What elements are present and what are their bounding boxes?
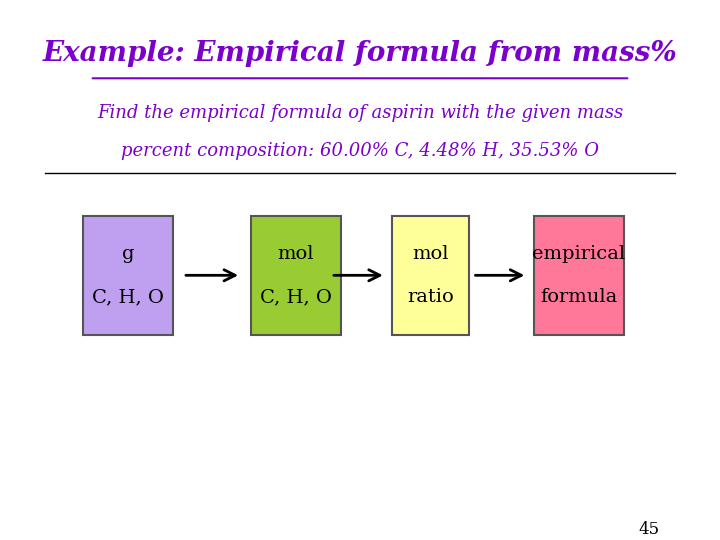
Text: empirical: empirical [532, 245, 625, 263]
Text: percent composition: 60.00% C, 4.48% H, 35.53% O: percent composition: 60.00% C, 4.48% H, … [121, 142, 599, 160]
Text: mol: mol [413, 245, 449, 263]
FancyBboxPatch shape [534, 216, 624, 335]
Text: formula: formula [540, 288, 617, 306]
Text: Find the empirical formula of aspirin with the given mass: Find the empirical formula of aspirin wi… [97, 104, 623, 123]
FancyBboxPatch shape [84, 216, 174, 335]
Text: ratio: ratio [408, 288, 454, 306]
FancyBboxPatch shape [392, 216, 469, 335]
Text: 45: 45 [639, 521, 660, 537]
Text: C, H, O: C, H, O [260, 288, 332, 306]
Text: g: g [122, 245, 135, 263]
FancyBboxPatch shape [251, 216, 341, 335]
Text: mol: mol [277, 245, 314, 263]
Text: C, H, O: C, H, O [92, 288, 164, 306]
Text: Example: Empirical formula from mass%: Example: Empirical formula from mass% [42, 40, 678, 68]
